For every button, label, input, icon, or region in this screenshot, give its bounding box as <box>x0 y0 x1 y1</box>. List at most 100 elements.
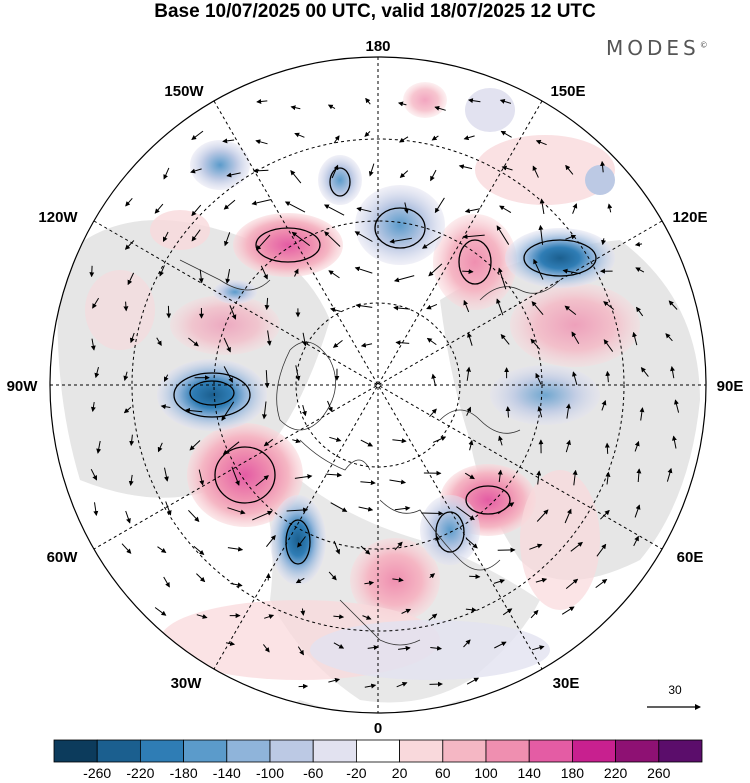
wind-arrow <box>223 199 236 210</box>
wind-arrow <box>428 613 438 621</box>
wind-arrow <box>603 301 615 310</box>
colorbar-tick-label: -100 <box>256 765 284 781</box>
wind-arrow <box>565 578 579 589</box>
wind-arrow <box>533 258 544 280</box>
colorbar-swatch <box>312 739 357 763</box>
reference-vector: 30 <box>647 683 701 710</box>
anomaly-low-hudson <box>157 359 267 431</box>
wind-arrow <box>255 139 268 145</box>
wind-arrow <box>328 571 337 581</box>
wind-arrow <box>295 365 301 382</box>
wind-arrow <box>401 608 412 614</box>
wind-arrow <box>325 472 343 478</box>
anomaly-low-gulf-alaska <box>190 140 250 190</box>
wind-arrow <box>530 609 539 619</box>
wind-arrow <box>389 237 412 244</box>
wind-arrow <box>90 338 96 351</box>
wind-arrow <box>600 160 606 173</box>
wind-arrow <box>493 578 505 584</box>
wind-arrow <box>129 332 135 344</box>
label-120w: 120W <box>38 209 78 226</box>
wind-arrow <box>603 339 614 352</box>
wind-arrow <box>229 305 237 320</box>
wind-arrow <box>532 645 545 651</box>
wind-arrow <box>565 439 571 453</box>
wind-arrow <box>535 139 547 146</box>
anomaly-low-canada-north <box>213 280 257 304</box>
meridian-labels: 180 150W 150E 120W 120E 90W 90E 60W 60E … <box>7 38 744 737</box>
label-90e: 90E <box>717 378 744 395</box>
wind-arrow <box>399 170 409 178</box>
wind-arrow <box>499 205 512 214</box>
wind-arrow <box>284 201 306 213</box>
wind-arrow <box>191 130 204 141</box>
wind-arrow <box>327 400 333 413</box>
wind-arrow <box>89 265 95 278</box>
wind-arrow <box>354 231 373 242</box>
colorbar-tick-label: 220 <box>604 765 628 781</box>
wind-arrow <box>561 606 575 615</box>
colorbar-swatch <box>485 739 530 763</box>
wind-arrow <box>358 506 374 512</box>
wind-arrow <box>96 440 102 454</box>
wind-arrow <box>328 677 341 683</box>
wind-arrow <box>537 405 543 418</box>
wind-arrow <box>393 275 415 283</box>
wind-arrow <box>331 164 339 179</box>
wind-arrow <box>469 574 481 580</box>
wind-arrow <box>256 234 271 251</box>
wind-arrow <box>184 408 203 413</box>
wind-arrow <box>535 372 542 385</box>
wind-arrow <box>198 469 205 486</box>
wind-arrow <box>426 303 438 310</box>
wind-arrow <box>125 510 131 524</box>
wind-arrow <box>389 479 407 485</box>
wind-arrow <box>456 506 475 521</box>
wind-arrow <box>159 265 165 277</box>
wind-arrow <box>333 642 345 649</box>
wind-arrow <box>163 576 170 588</box>
colorbar-swatch <box>139 739 184 763</box>
colorbar-tick-label: 60 <box>435 765 451 781</box>
label-60w: 60W <box>47 549 79 566</box>
wind-arrow <box>395 340 410 346</box>
wind-arrow <box>364 580 375 586</box>
wind-arrow <box>464 472 475 480</box>
wind-arrow <box>463 639 471 648</box>
wind-arrow <box>333 540 341 555</box>
wind-arrow <box>298 683 309 689</box>
anomaly-high-pacific-west <box>150 210 210 250</box>
wind-arrow <box>165 501 172 516</box>
anomaly-high-pacific-north <box>403 82 447 118</box>
wind-arrow <box>468 439 474 451</box>
wind-arrow <box>600 509 610 520</box>
wind-arrow <box>227 507 246 515</box>
wind-arrow <box>430 169 437 182</box>
wind-arrow <box>529 543 543 550</box>
wind-arrow <box>565 403 571 419</box>
wind-vectors <box>89 97 680 689</box>
anomaly-low-arctic-pacific <box>318 155 362 205</box>
wind-arrow <box>505 406 511 418</box>
wind-arrow <box>570 541 583 552</box>
wind-arrow <box>356 206 372 213</box>
wind-arrow <box>166 305 172 319</box>
wind-arrow <box>160 404 171 410</box>
wind-arrow <box>671 435 677 449</box>
wind-arrow <box>297 646 304 656</box>
wind-arrow <box>428 263 443 277</box>
colorbar-swatch <box>96 739 141 763</box>
wind-arrow <box>564 508 572 524</box>
anomaly-high-west-edge <box>85 270 155 350</box>
wind-arrow <box>496 298 504 316</box>
wind-arrow <box>196 573 206 583</box>
label-60e: 60E <box>677 549 704 566</box>
wind-arrow <box>252 510 273 521</box>
wind-arrow <box>163 374 169 382</box>
colorbar-swatch <box>615 739 660 763</box>
wind-arrow <box>562 268 581 275</box>
wind-arrow <box>188 509 200 523</box>
colorbar-tick-label: -220 <box>126 765 154 781</box>
wind-arrow <box>605 370 611 383</box>
wind-arrow <box>431 373 437 387</box>
